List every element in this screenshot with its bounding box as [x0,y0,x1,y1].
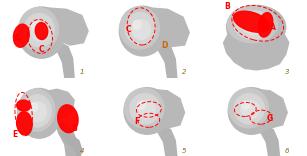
Text: 4: 4 [80,148,84,154]
Ellipse shape [30,103,37,111]
Ellipse shape [23,95,51,127]
Polygon shape [260,125,279,156]
Ellipse shape [18,7,65,58]
Ellipse shape [17,112,32,135]
Polygon shape [45,8,88,45]
Ellipse shape [58,105,78,133]
Ellipse shape [234,94,264,124]
Text: D: D [161,41,168,49]
Text: C: C [39,45,44,54]
Ellipse shape [241,100,259,119]
Ellipse shape [119,6,166,56]
Ellipse shape [29,102,47,122]
Ellipse shape [234,11,270,32]
Polygon shape [148,89,185,128]
Polygon shape [55,120,77,156]
Polygon shape [147,8,189,47]
Polygon shape [251,89,287,128]
Text: E: E [13,130,18,139]
Text: 2: 2 [182,69,187,75]
Ellipse shape [243,17,266,34]
Text: A: A [14,34,20,43]
Polygon shape [41,89,74,119]
Text: 3: 3 [285,69,290,75]
Ellipse shape [227,5,286,49]
Ellipse shape [35,22,48,40]
Text: C: C [126,25,131,34]
Ellipse shape [125,12,156,45]
Ellipse shape [137,100,155,119]
Ellipse shape [132,20,150,39]
Ellipse shape [227,6,278,43]
Ellipse shape [24,13,54,47]
Ellipse shape [244,18,254,26]
Ellipse shape [125,88,164,128]
Ellipse shape [19,7,58,51]
Ellipse shape [124,88,171,134]
Text: 6: 6 [285,148,290,154]
Text: A: A [270,23,276,32]
Text: 5: 5 [182,148,187,154]
Polygon shape [223,33,289,70]
Text: 1: 1 [80,69,84,75]
Ellipse shape [242,101,250,109]
Ellipse shape [17,88,61,138]
Ellipse shape [120,7,159,49]
Ellipse shape [234,11,273,39]
Ellipse shape [130,94,160,124]
Polygon shape [158,43,177,78]
Polygon shape [157,125,177,156]
Ellipse shape [17,100,31,111]
Ellipse shape [138,101,146,109]
Polygon shape [57,43,74,78]
Ellipse shape [31,21,49,41]
Ellipse shape [133,20,141,29]
Ellipse shape [14,24,29,47]
Ellipse shape [258,13,273,37]
Ellipse shape [229,88,268,128]
Text: F: F [134,117,139,126]
Polygon shape [59,133,82,156]
Text: B: B [71,124,77,133]
Ellipse shape [32,22,40,31]
Ellipse shape [228,88,275,134]
Ellipse shape [18,89,55,131]
Text: B: B [224,2,230,11]
Text: G: G [267,114,273,123]
